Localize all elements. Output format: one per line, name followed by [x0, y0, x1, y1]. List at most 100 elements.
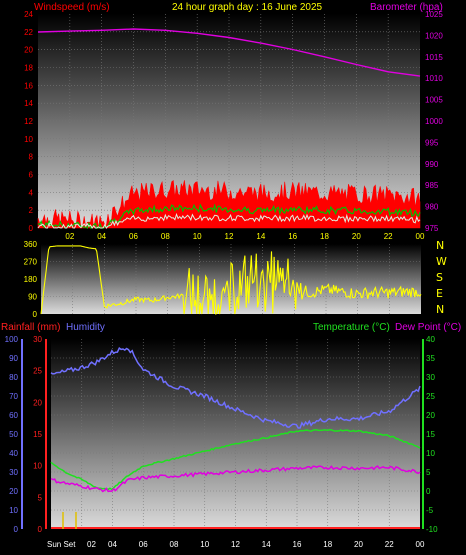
barometer-tick: 995 — [425, 138, 439, 147]
temperature-tick: 40 — [426, 335, 435, 344]
temperature-tick: 15 — [426, 430, 435, 439]
humidity-tick: 100 — [5, 335, 19, 344]
temperature-line — [50, 429, 421, 491]
rainfall-tick: 5 — [38, 493, 43, 502]
direction-tick: 360 — [24, 240, 38, 249]
windspeed-tick: 12 — [24, 117, 33, 126]
climate-x-tick: 04 — [108, 540, 117, 549]
temperature-tick: 10 — [426, 449, 435, 458]
humidity-tick: 10 — [9, 506, 18, 515]
wind-x-tick: 18 — [320, 232, 329, 241]
sunset-label: Sun Set — [47, 540, 76, 549]
wind-x-tick: 00 — [416, 232, 425, 241]
climate-x-tick: 10 — [200, 540, 209, 549]
barometer-tick: 990 — [425, 160, 439, 169]
barometer-tick: 1010 — [425, 74, 443, 83]
humidity-tick: 60 — [9, 411, 18, 420]
barometer-tick: 1020 — [425, 31, 443, 40]
barometer-tick: 985 — [425, 181, 439, 190]
windspeed-tick: 10 — [24, 135, 33, 144]
compass-label-n-bottom: N — [436, 303, 444, 316]
barometer-tick: 980 — [425, 203, 439, 212]
dewpoint-axis-label: Dew Point (°C) — [395, 322, 461, 333]
climate-x-tick: 12 — [231, 540, 240, 549]
temperature-tick: 20 — [426, 411, 435, 420]
windspeed-tick: 2 — [29, 206, 34, 215]
rainfall-tick: 20 — [33, 398, 42, 407]
windspeed-tick: 8 — [29, 153, 34, 162]
climate-x-tick: 22 — [385, 540, 394, 549]
humidity-tick: 80 — [9, 373, 18, 382]
temperature-tick: -5 — [426, 506, 434, 515]
wind-x-tick: 10 — [193, 232, 202, 241]
rainfall-tick: 0 — [38, 525, 43, 534]
humidity-tick: 30 — [9, 468, 18, 477]
windspeed-tick: 22 — [24, 28, 33, 37]
direction-tick: 0 — [33, 310, 38, 319]
humidity-axis-label: Humidity — [66, 322, 105, 333]
wind-x-tick: 20 — [352, 232, 361, 241]
chart-title: 24 hour graph day : 16 June 2025 — [172, 2, 323, 13]
humidity-line — [50, 346, 421, 429]
barometer-axis-label: Barometer (hpa) — [370, 2, 443, 13]
climate-x-tick: 14 — [262, 540, 271, 549]
temperature-tick: 25 — [426, 392, 435, 401]
direction-tick: 270 — [24, 258, 38, 267]
wind-x-tick: 22 — [384, 232, 393, 241]
dewpoint-line — [50, 465, 421, 493]
barometer-tick: 1000 — [425, 117, 443, 126]
temperature-tick: 30 — [426, 373, 435, 382]
windspeed-tick: 20 — [24, 46, 33, 55]
barometer-line — [37, 28, 421, 77]
climate-x-tick: 20 — [354, 540, 363, 549]
wind-x-tick: 02 — [65, 232, 74, 241]
wind-x-tick: 06 — [129, 232, 138, 241]
windspeed-tick: 4 — [29, 188, 34, 197]
temperature-tick: 0 — [426, 487, 431, 496]
rainfall-tick: 25 — [33, 367, 42, 376]
direction-tick: 90 — [28, 293, 37, 302]
compass-label-e: E — [436, 287, 443, 300]
compass-label-s: S — [436, 271, 443, 284]
humidity-tick: 50 — [9, 430, 18, 439]
barometer-tick: 1005 — [425, 96, 443, 105]
wind-direction-line — [40, 245, 422, 315]
wind-x-tick: 12 — [225, 232, 234, 241]
climate-panel-plot — [51, 339, 420, 529]
barometer-tick: 1015 — [425, 53, 443, 62]
temperature-tick: -10 — [426, 525, 438, 534]
climate-x-tick: 00 — [416, 540, 425, 549]
windspeed-axis-label: Windspeed (m/s) — [34, 2, 110, 13]
windspeed-tick: 16 — [24, 81, 33, 90]
wind-low-line — [37, 212, 421, 229]
humidity-tick: 40 — [9, 449, 18, 458]
humidity-tick: 90 — [9, 354, 18, 363]
windspeed-tick: 24 — [24, 10, 33, 19]
windspeed-tick: 0 — [29, 224, 34, 233]
temperature-tick: 5 — [426, 468, 431, 477]
rainfall-tick: 15 — [33, 430, 42, 439]
rainfall-tick: 10 — [33, 462, 42, 471]
barometer-tick: 1025 — [425, 10, 443, 19]
windspeed-tick: 6 — [29, 171, 34, 180]
barometer-tick: 975 — [425, 224, 439, 233]
temperature-tick: 35 — [426, 354, 435, 363]
wind-x-tick: 08 — [161, 232, 170, 241]
compass-label-n-top: N — [436, 239, 444, 252]
wind-x-tick: 04 — [97, 232, 106, 241]
compass-label-w: W — [436, 255, 447, 268]
windspeed-tick: 18 — [24, 64, 33, 73]
humidity-tick: 20 — [9, 487, 18, 496]
direction-tick: 180 — [24, 275, 38, 284]
wind-x-tick: 16 — [288, 232, 297, 241]
wind-x-tick: 14 — [256, 232, 265, 241]
rainfall-axis-label: Rainfall (mm) — [1, 322, 60, 333]
climate-x-tick: 08 — [170, 540, 179, 549]
temperature-axis-label: Temperature (°C) — [313, 322, 390, 333]
windspeed-tick: 14 — [24, 99, 33, 108]
humidity-tick: 0 — [14, 525, 19, 534]
climate-x-tick: 02 — [87, 540, 96, 549]
climate-x-tick: 06 — [139, 540, 148, 549]
climate-x-tick: 18 — [323, 540, 332, 549]
